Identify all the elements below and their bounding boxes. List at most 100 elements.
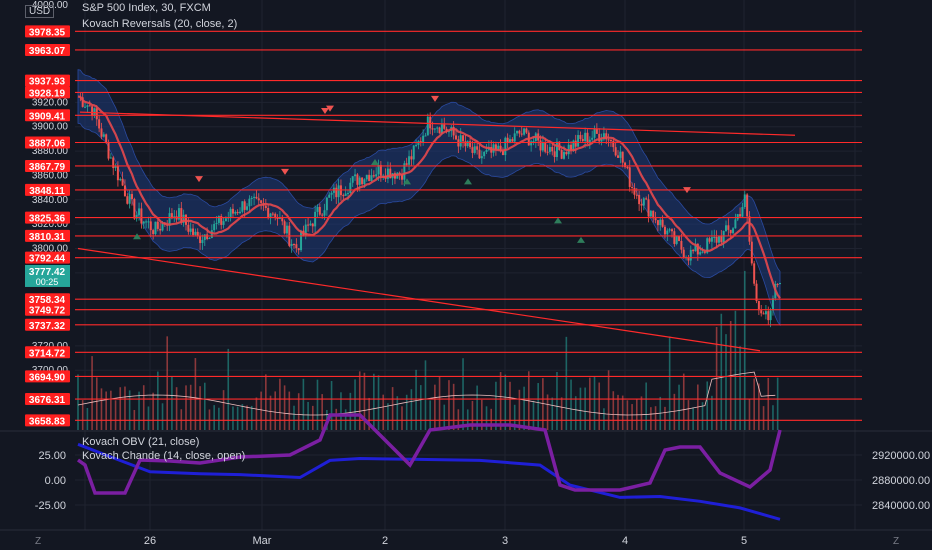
candle-body [546, 151, 549, 153]
volume-bar [579, 387, 582, 430]
candle-body [539, 140, 542, 151]
candle-body [363, 179, 366, 185]
candle-body [579, 135, 582, 139]
volume-bar [476, 385, 478, 430]
volume-bar [171, 376, 173, 430]
candle-body [264, 205, 267, 208]
sub-left-tick: 25.00 [38, 450, 66, 462]
candle-body [269, 213, 272, 218]
volume-bar [128, 390, 131, 430]
candle-body [138, 208, 141, 216]
candle-body [424, 135, 427, 137]
candle-body [203, 234, 206, 240]
candle-body [325, 197, 328, 211]
symbol-legend: S&P 500 Index, 30, FXCM [82, 2, 211, 14]
candle-body [530, 141, 533, 146]
volume-bar [105, 391, 107, 430]
candle-body [753, 263, 756, 284]
candle-body [513, 133, 516, 142]
level-price-tag [25, 86, 70, 99]
volume-bar [213, 405, 215, 430]
volume-bar [293, 405, 295, 430]
level-price-tag [25, 74, 70, 87]
candle-body [88, 105, 91, 107]
zoom-reset-icon[interactable]: Z [35, 536, 41, 547]
level-price-label: 3867.79 [29, 162, 66, 173]
candle-body [574, 140, 577, 147]
time-axis-label: 26 [144, 535, 156, 547]
obv-line [77, 442, 781, 521]
candle-body [318, 206, 321, 215]
volume-bar [687, 400, 690, 430]
zoom-reset-icon[interactable]: Z [893, 536, 899, 547]
volume-bar [504, 374, 507, 430]
volume-bar [518, 389, 521, 430]
candle-body [607, 139, 610, 141]
volume-bar [452, 383, 455, 430]
volume-bar [227, 348, 230, 430]
candle-body [626, 167, 629, 169]
candle-body [293, 243, 295, 245]
volume-bar [415, 369, 417, 430]
candle-body [194, 231, 197, 235]
currency-badge[interactable]: USD [25, 5, 55, 18]
candle-body [307, 224, 310, 226]
candle-body [309, 223, 312, 226]
candle-body [614, 147, 617, 156]
candle-body [591, 137, 594, 140]
candle-body [156, 221, 159, 229]
candle-body [771, 298, 774, 311]
candle-body [572, 140, 575, 151]
reversal-down-marker [321, 108, 329, 114]
candle-body [523, 128, 526, 135]
candle-body [757, 301, 760, 311]
volume-bar [302, 378, 305, 430]
candle-body [131, 194, 133, 199]
candle-body [403, 163, 406, 180]
volume-bar [358, 371, 361, 430]
volume-bar [434, 384, 436, 430]
volume-bar [495, 381, 497, 430]
candle-body [328, 194, 331, 198]
level-price-tag [25, 159, 70, 172]
candle-body [642, 198, 645, 206]
level-price-tag [25, 183, 70, 196]
candle-body [692, 249, 695, 252]
reversal-up-marker [577, 236, 585, 243]
volume-bar [157, 371, 159, 430]
volume-bar [349, 392, 352, 430]
candle-body [182, 214, 185, 223]
candle-body [231, 208, 234, 214]
volume-bar [673, 393, 676, 430]
candle-body [553, 151, 556, 157]
volume-bar [218, 407, 220, 430]
reversal-up-marker [371, 158, 379, 165]
volume-bar [311, 405, 314, 430]
volume-bar [499, 372, 502, 430]
candle-body [746, 194, 749, 217]
candle-body [656, 220, 659, 226]
volume-bar [189, 384, 192, 430]
candle-body [241, 201, 244, 212]
volume-bar [513, 404, 516, 430]
volume-bar [551, 397, 554, 430]
candle-body [145, 221, 148, 223]
volume-bar [119, 387, 122, 430]
candle-body [764, 311, 767, 315]
candle-body [654, 218, 657, 221]
candle-body [447, 131, 450, 133]
candle-body [727, 225, 730, 230]
candle-body [102, 134, 105, 137]
candle-body [722, 231, 725, 243]
volume-bar [466, 409, 469, 430]
candle-body [593, 128, 596, 138]
candle-body [649, 210, 652, 217]
volume-bar [720, 313, 723, 430]
volume-bar [654, 406, 657, 430]
candle-body [464, 141, 467, 147]
candle-body [401, 174, 403, 180]
candle-body [687, 257, 690, 261]
candle-body [466, 141, 469, 147]
candle-body [257, 198, 260, 201]
